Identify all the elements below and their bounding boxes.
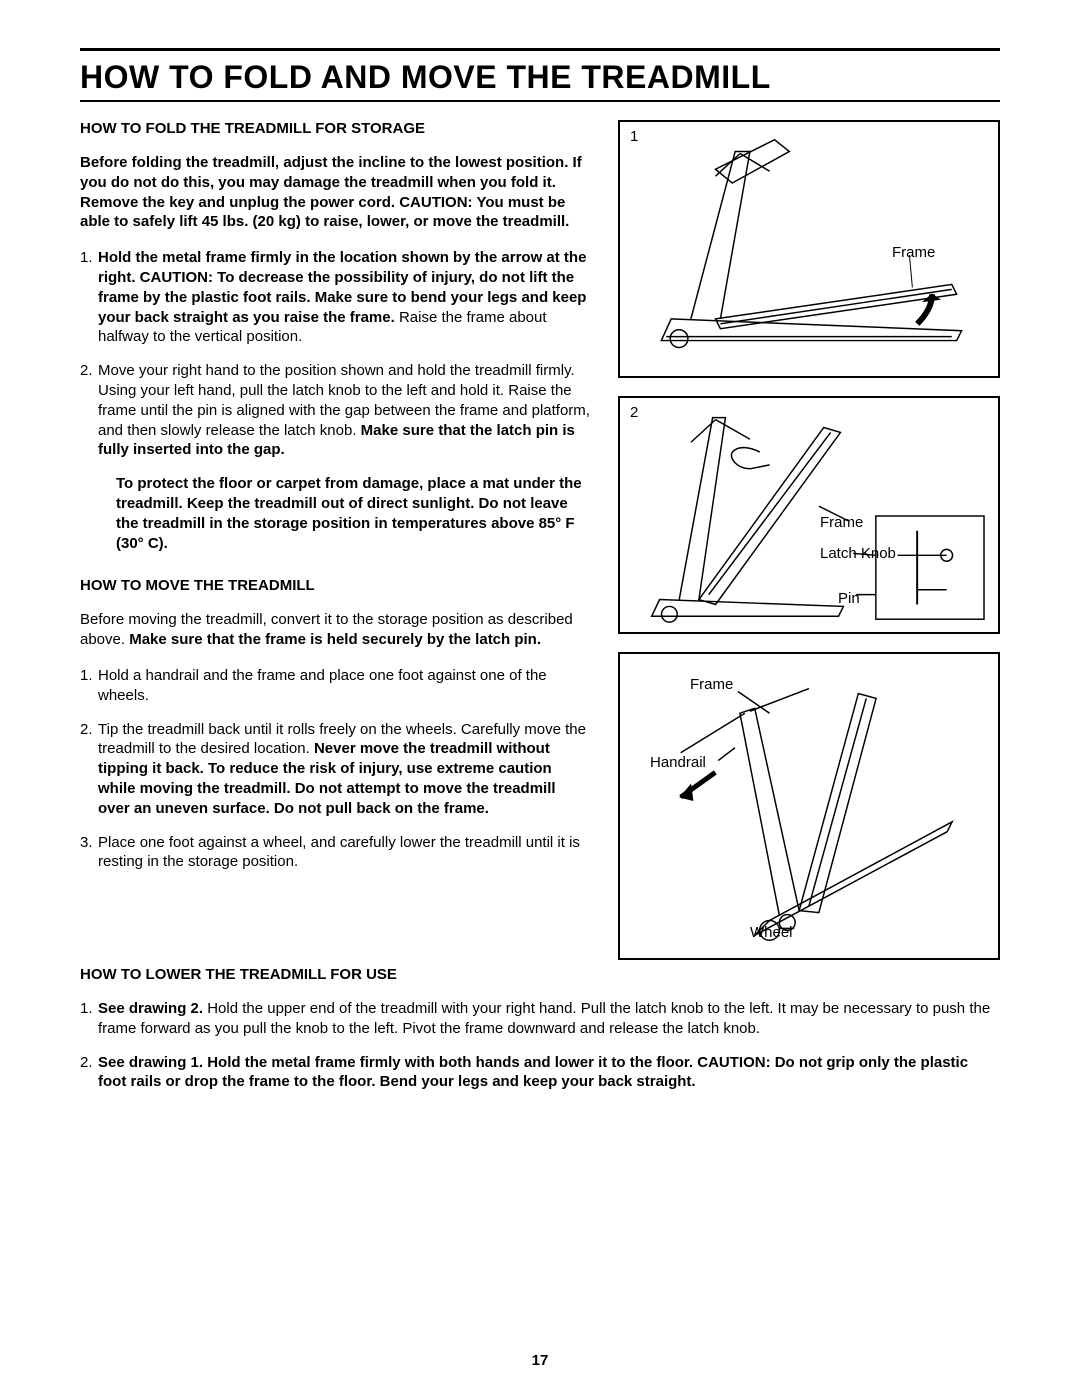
section3-step2: 2.See drawing 1. Hold the metal frame fi… [80, 1053, 1000, 1093]
fig1-drawing [620, 122, 998, 376]
section2-steps: 1.Hold a handrail and the frame and plac… [80, 666, 590, 872]
section3-heading: HOW TO LOWER THE TREADMILL FOR USE [80, 966, 1000, 983]
section1-steps: 1.Hold the metal frame firmly in the loc… [80, 248, 590, 553]
section2-step3: 3.Place one foot against a wheel, and ca… [80, 833, 590, 873]
top-rule [80, 48, 1000, 51]
page-number: 17 [0, 1352, 1080, 1369]
section2-step1: 1.Hold a handrail and the frame and plac… [80, 666, 590, 706]
section1-heading: HOW TO FOLD THE TREADMILL FOR STORAGE [80, 120, 590, 137]
title-underline [80, 100, 1000, 102]
fig1-label-frame: Frame [892, 244, 935, 261]
fig2-label-latch: Latch Knob [820, 546, 896, 563]
fig3-label-handrail: Handrail [650, 754, 706, 771]
section2-intro: Before moving the treadmill, convert it … [80, 610, 590, 650]
figure-1: 1 [618, 120, 1000, 378]
fig3-label-frame: Frame [690, 676, 733, 693]
fig1-number: 1 [630, 128, 638, 145]
fig2-label-pin: Pin [838, 590, 860, 607]
section1-step2: 2.Move your right hand to the position s… [80, 361, 590, 553]
s2-step3: Place one foot against a wheel, and care… [98, 834, 580, 871]
figure-3: Frame Handrail Wheel [618, 652, 1000, 960]
s2-intro-bold: Make sure that the frame is held securel… [129, 631, 541, 648]
section2-step2: 2.Tip the treadmill back until it rolls … [80, 720, 590, 819]
s1-step2-block: To protect the floor or carpet from dama… [98, 474, 590, 553]
page-title: HOW TO FOLD AND MOVE THE TREADMILL [80, 59, 1000, 96]
section1-step1: 1.Hold the metal frame firmly in the loc… [80, 248, 590, 347]
fig2-label-frame: Frame [820, 514, 863, 531]
fig3-label-wheel: Wheel [750, 924, 793, 941]
figure-column: 1 [618, 120, 1000, 960]
s2-step1: Hold a handrail and the frame and place … [98, 667, 547, 704]
s3-step2-bold: See drawing 1. Hold the metal frame firm… [98, 1054, 968, 1091]
figure-2: 2 [618, 396, 1000, 634]
s3-step1-tail: Hold the upper end of the treadmill with… [98, 1000, 990, 1037]
text-column: HOW TO FOLD THE TREADMILL FOR STORAGE Be… [80, 120, 590, 960]
fig2-drawing [620, 398, 998, 632]
fig3-drawing [620, 654, 998, 958]
s3-step1-bold: See drawing 2. [98, 1000, 203, 1017]
section3-step1: 1.See drawing 2. Hold the upper end of t… [80, 999, 1000, 1039]
content-columns: HOW TO FOLD THE TREADMILL FOR STORAGE Be… [80, 120, 1000, 960]
fig2-number: 2 [630, 404, 638, 421]
section3-steps: 1.See drawing 2. Hold the upper end of t… [80, 999, 1000, 1092]
section1-intro: Before folding the treadmill, adjust the… [80, 153, 590, 232]
section2-heading: HOW TO MOVE THE TREADMILL [80, 577, 590, 594]
